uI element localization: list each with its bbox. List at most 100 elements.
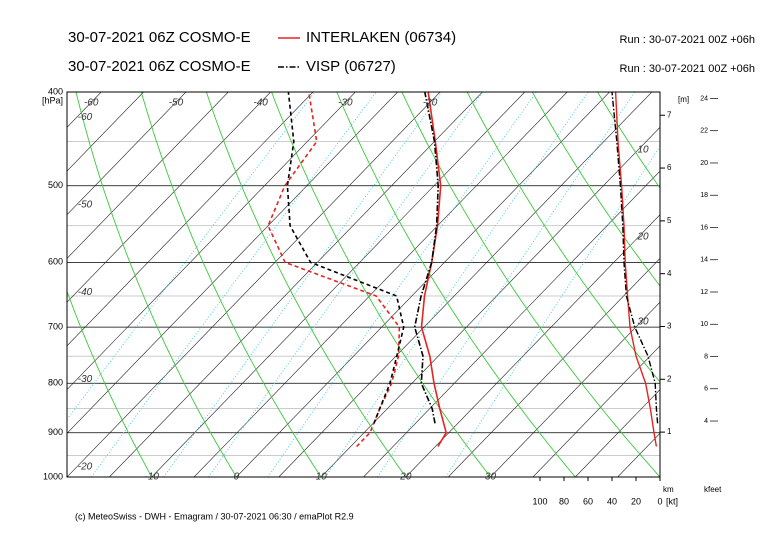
- wind-tick-label: 100: [532, 496, 547, 506]
- dry-adiabat: [140, 92, 322, 477]
- run-info: Run : 30-07-2021 00Z +06h: [620, 34, 755, 46]
- km-axis-label: [m]: [678, 95, 689, 104]
- isotherm: [532, 345, 660, 477]
- isotherm: [67, 92, 102, 128]
- dewpoint-profile: [286, 92, 405, 424]
- isotherm-label: 20: [399, 472, 412, 483]
- isotherm: [320, 126, 660, 477]
- mixing-ratio-line: [267, 92, 537, 477]
- kfeet-tick-label: 10: [700, 321, 708, 328]
- isotherm: [236, 92, 610, 477]
- dewpoint-profile: [267, 92, 401, 448]
- isotherm-label: -50: [169, 98, 184, 109]
- isotherm-label: -20: [78, 462, 93, 473]
- km-tick-label: 5: [667, 216, 672, 225]
- y-tick-label: 500: [48, 180, 63, 190]
- isotherm: [109, 92, 483, 477]
- isotherm: [363, 170, 660, 477]
- y-tick-label: 900: [48, 427, 63, 437]
- isotherm-label: -60: [84, 98, 99, 109]
- isotherm-label: -30: [78, 374, 93, 385]
- isotherm: [67, 92, 144, 172]
- isotherm: [67, 92, 187, 216]
- dry-adiabat: [401, 92, 660, 477]
- kfeet-tick-label: 22: [700, 128, 708, 135]
- dry-adiabat: [531, 92, 660, 287]
- moist-adiabat-label: 30: [637, 317, 649, 328]
- kfeet-tick-label: 16: [700, 224, 708, 231]
- isotherm-label: 30: [485, 472, 497, 483]
- y-tick-label: 1000: [43, 471, 63, 481]
- isotherm: [490, 301, 660, 477]
- wind-speed-profile: [611, 92, 659, 424]
- legend-label: VISP (06727): [306, 58, 396, 75]
- y-tick-label: 400: [48, 86, 63, 96]
- footer: (c) MeteoSwiss - DWH - Emagram / 30-07-2…: [75, 511, 354, 521]
- isotherm-label: -10: [144, 472, 159, 483]
- kfeet-tick-label: 8: [704, 353, 708, 360]
- dry-adiabat: [597, 92, 660, 189]
- km-tick-label: 6: [667, 163, 672, 172]
- y-tick-label: 700: [48, 322, 63, 332]
- dry-adiabat: [67, 290, 153, 477]
- kfeet-tick-label: 4: [704, 418, 708, 425]
- run-info: Run : 30-07-2021 00Z +06h: [620, 63, 755, 75]
- kfeet-tick-label: 14: [700, 257, 708, 264]
- dry-adiabat: [466, 92, 660, 383]
- moist-adiabat-label: 20: [636, 232, 649, 243]
- temperature-profile: [420, 92, 448, 447]
- wind-axis-label: [kt]: [666, 496, 678, 506]
- isotherm: [193, 92, 568, 477]
- mixing-ratio-line: [90, 92, 377, 477]
- isotherm: [405, 214, 660, 477]
- kfeet-tick-label: 12: [700, 289, 708, 296]
- moist-adiabat-label: 10: [637, 145, 649, 156]
- kfeet-tick-label: 6: [704, 386, 708, 393]
- isotherm-label: -50: [78, 199, 93, 210]
- dry-adiabat: [336, 92, 576, 477]
- isotherm: [67, 92, 441, 477]
- dry-adiabat: [75, 92, 237, 477]
- isotherm: [151, 92, 525, 477]
- header-model-run: 30-07-2021 06Z COSMO-E: [68, 58, 251, 75]
- header-model-run: 30-07-2021 06Z COSMO-E: [68, 29, 251, 46]
- wind-tick-label: 60: [583, 496, 593, 506]
- kfeet-tick-label: 24: [700, 95, 708, 102]
- isotherm-label: -20: [423, 98, 438, 109]
- isotherm: [278, 92, 653, 477]
- plot-frame: [66, 91, 661, 478]
- isotherm-label: -40: [78, 287, 93, 298]
- mixing-ratio-line: [325, 92, 589, 477]
- isotherm: [67, 92, 314, 347]
- wind-tick-label: 80: [559, 496, 569, 506]
- grid-layer: [0, 92, 660, 477]
- kfeet-tick-label: 20: [700, 160, 708, 167]
- isotherm-label: 0: [234, 472, 240, 483]
- wind-tick-label: 40: [607, 496, 617, 506]
- isotherm: [67, 92, 271, 303]
- km-tick-label: 3: [667, 322, 672, 331]
- isotherm-label: -40: [253, 98, 268, 109]
- kfeet-tick-label: 18: [700, 192, 708, 199]
- isotherm: [575, 389, 660, 477]
- y-tick-label: 800: [48, 378, 63, 388]
- km-tick-label: 1: [667, 427, 672, 436]
- mixing-ratio-line: [163, 92, 443, 477]
- y-tick-label: 600: [48, 257, 63, 267]
- isotherm-label: -30: [338, 98, 353, 109]
- dry-adiabat: [67, 475, 68, 477]
- km-unit-label: km: [663, 485, 674, 494]
- mixing-ratio-line: [208, 92, 483, 477]
- dry-adiabat: [271, 92, 491, 477]
- isotherm-label: -60: [78, 112, 93, 123]
- km-tick-label: 4: [667, 269, 672, 278]
- mixing-ratio-line: [67, 92, 316, 421]
- km-tick-label: 2: [667, 374, 672, 383]
- kfeet-unit-label: kfeet: [704, 485, 722, 494]
- wind-tick-label: 20: [631, 496, 641, 506]
- wind-speed-profile: [614, 92, 658, 447]
- isotherm: [0, 92, 16, 477]
- legend-label: INTERLAKEN (06734): [306, 29, 456, 46]
